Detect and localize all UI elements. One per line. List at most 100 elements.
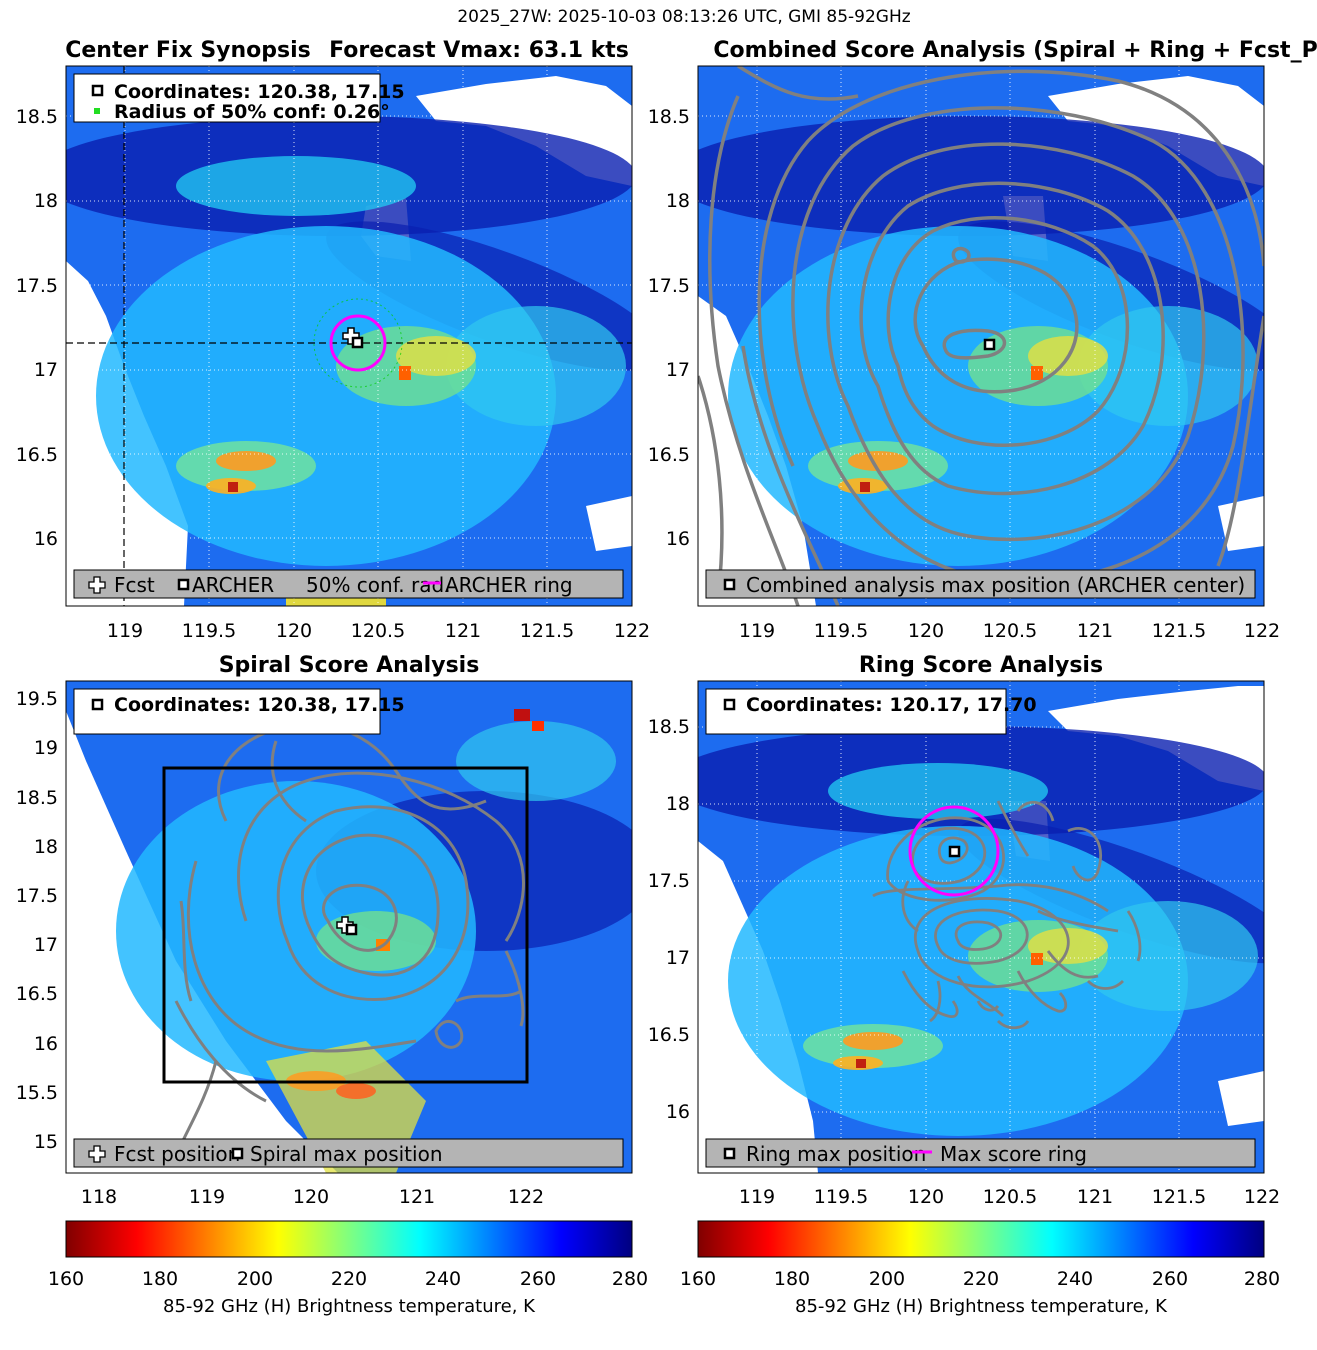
colorbar-tick: 220 <box>963 1268 999 1290</box>
archer-square-icon <box>723 698 736 711</box>
legend-combined-max: Combined analysis max position (ARCHER c… <box>746 573 1245 597</box>
archer-square-icon <box>231 1147 244 1160</box>
legend-spiral-max: Spiral max position <box>250 1142 443 1166</box>
legend-fcst-position: Fcst position <box>114 1142 240 1166</box>
axis-ticks: 119 119.5 120 120.5 121 121.5 122 16 16.… <box>648 716 1280 1208</box>
x-tick: 120 <box>293 1186 329 1208</box>
cyan-region <box>446 306 626 426</box>
x-tick: 120 <box>908 620 944 642</box>
archer-marker <box>983 338 996 351</box>
warm-spot <box>286 596 386 606</box>
legend-ring-max: Ring max position <box>746 1142 926 1166</box>
colorbar-tick: 280 <box>1244 1268 1280 1290</box>
x-tick: 119.5 <box>814 1186 868 1208</box>
axis-ticks: 119 119.5 120 120.5 121 121.5 122 16 16.… <box>648 106 1280 642</box>
plot-frame <box>65 680 633 1174</box>
x-tick: 121.5 <box>1152 620 1206 642</box>
conf-radius-circle <box>313 298 403 388</box>
colorbar-label: 85-92 GHz (H) Brightness temperature, K <box>163 1296 536 1317</box>
spiral-max-marker <box>345 923 358 936</box>
x-tick: 119 <box>739 620 775 642</box>
y-tick: 17.5 <box>16 885 58 907</box>
colorbar-gradient <box>65 1220 633 1258</box>
y-tick: 18.5 <box>16 106 58 128</box>
y-tick: 18.5 <box>16 787 58 809</box>
colorbar-tick: 240 <box>425 1268 461 1290</box>
colorbar-left: 160 180 200 220 240 260 280 85-92 GHz (H… <box>48 1220 648 1317</box>
x-tick: 119.5 <box>814 620 868 642</box>
warm-spot <box>514 709 530 721</box>
x-tick: 120.5 <box>351 620 405 642</box>
legend-conf: 50% conf. rad. <box>306 573 451 597</box>
plot-frame <box>65 65 633 607</box>
colorbar-tick: 180 <box>774 1268 810 1290</box>
warm-spot <box>848 451 908 471</box>
plot-area <box>698 681 1264 1173</box>
cyan-region <box>176 156 416 216</box>
x-tick: 119 <box>739 1186 775 1208</box>
panel-combined: Combined Score Analysis (Spiral + Ring +… <box>648 38 1317 642</box>
panel-spiral: Spiral Score Analysis <box>16 653 633 1208</box>
x-tick: 122 <box>508 1186 544 1208</box>
missing-data-area <box>586 496 632 551</box>
panel-title: Combined Score Analysis (Spiral + Ring +… <box>713 38 1317 63</box>
x-tick: 122 <box>614 620 650 642</box>
colorbar-tick: 260 <box>1152 1268 1188 1290</box>
cyan-region <box>1078 901 1258 1011</box>
y-tick: 16.5 <box>648 444 690 466</box>
analysis-box <box>162 766 529 1084</box>
info-radius: Radius of 50% conf: 0.26° <box>114 101 390 123</box>
y-tick: 15 <box>34 1131 58 1153</box>
panel-center-fix: Center Fix Synopsis Forecast Vmax: 63.1 … <box>16 38 650 642</box>
colorbar-tick: 200 <box>237 1268 273 1290</box>
legend: Fcst position Spiral max position <box>73 1138 624 1168</box>
y-tick: 16.5 <box>648 1024 690 1046</box>
archer-marker <box>351 336 364 349</box>
legend-ring: ARCHER ring <box>445 573 573 597</box>
plot-area <box>66 66 632 606</box>
info-coordinates: Coordinates: 120.38, 17.15 <box>114 81 405 103</box>
panel-title-right: Forecast Vmax: 63.1 kts <box>329 38 629 63</box>
warm-spot <box>532 721 544 731</box>
ring-max-marker <box>948 845 961 858</box>
archer-square-icon <box>91 84 104 97</box>
y-tick: 17 <box>34 359 58 381</box>
score-contours <box>872 800 1142 1030</box>
panel-ring: Ring Score Analysis <box>648 653 1280 1208</box>
fcst-cross-icon <box>88 576 106 594</box>
green-dot-icon <box>94 108 100 114</box>
y-tick: 17.5 <box>16 275 58 297</box>
colorbar-tick: 220 <box>331 1268 367 1290</box>
x-tick: 122 <box>1244 620 1280 642</box>
panel-title: Ring Score Analysis <box>859 653 1103 678</box>
y-tick: 18.5 <box>648 106 690 128</box>
colorbar-right: 160 180 200 220 240 260 280 85-92 GHz (H… <box>680 1220 1280 1317</box>
x-tick: 120 <box>276 620 312 642</box>
legend-max-score-ring: Max score ring <box>940 1142 1087 1166</box>
warm-spot <box>860 482 870 492</box>
x-tick: 121 <box>1077 1186 1113 1208</box>
x-tick: 119.5 <box>182 620 236 642</box>
plot-area <box>66 681 632 1173</box>
y-tick: 18 <box>666 793 690 815</box>
missing-data-area <box>1218 1071 1264 1126</box>
colorbar-tick: 240 <box>1057 1268 1093 1290</box>
y-tick: 18 <box>34 836 58 858</box>
plot-area <box>698 66 1264 606</box>
warm-spot <box>399 366 411 380</box>
x-tick: 120.5 <box>983 1186 1037 1208</box>
colorbar-gradient <box>697 1220 1265 1258</box>
info-box: Coordinates: 120.17, 17.70 <box>705 688 1037 735</box>
x-tick: 122 <box>1244 1186 1280 1208</box>
warm-spot <box>1031 366 1043 380</box>
archer-square-icon <box>91 698 104 711</box>
axis-ticks: 119 119.5 120 120.5 121 121.5 122 16 16.… <box>16 106 650 642</box>
warm-spot <box>228 482 238 492</box>
colorbar-tick: 280 <box>612 1268 648 1290</box>
warm-spot <box>843 1032 903 1050</box>
x-tick: 121.5 <box>1152 1186 1206 1208</box>
cold-band <box>698 116 1264 236</box>
legend: Ring max position Max score ring <box>705 1138 1256 1168</box>
missing-data-area <box>1218 496 1264 551</box>
